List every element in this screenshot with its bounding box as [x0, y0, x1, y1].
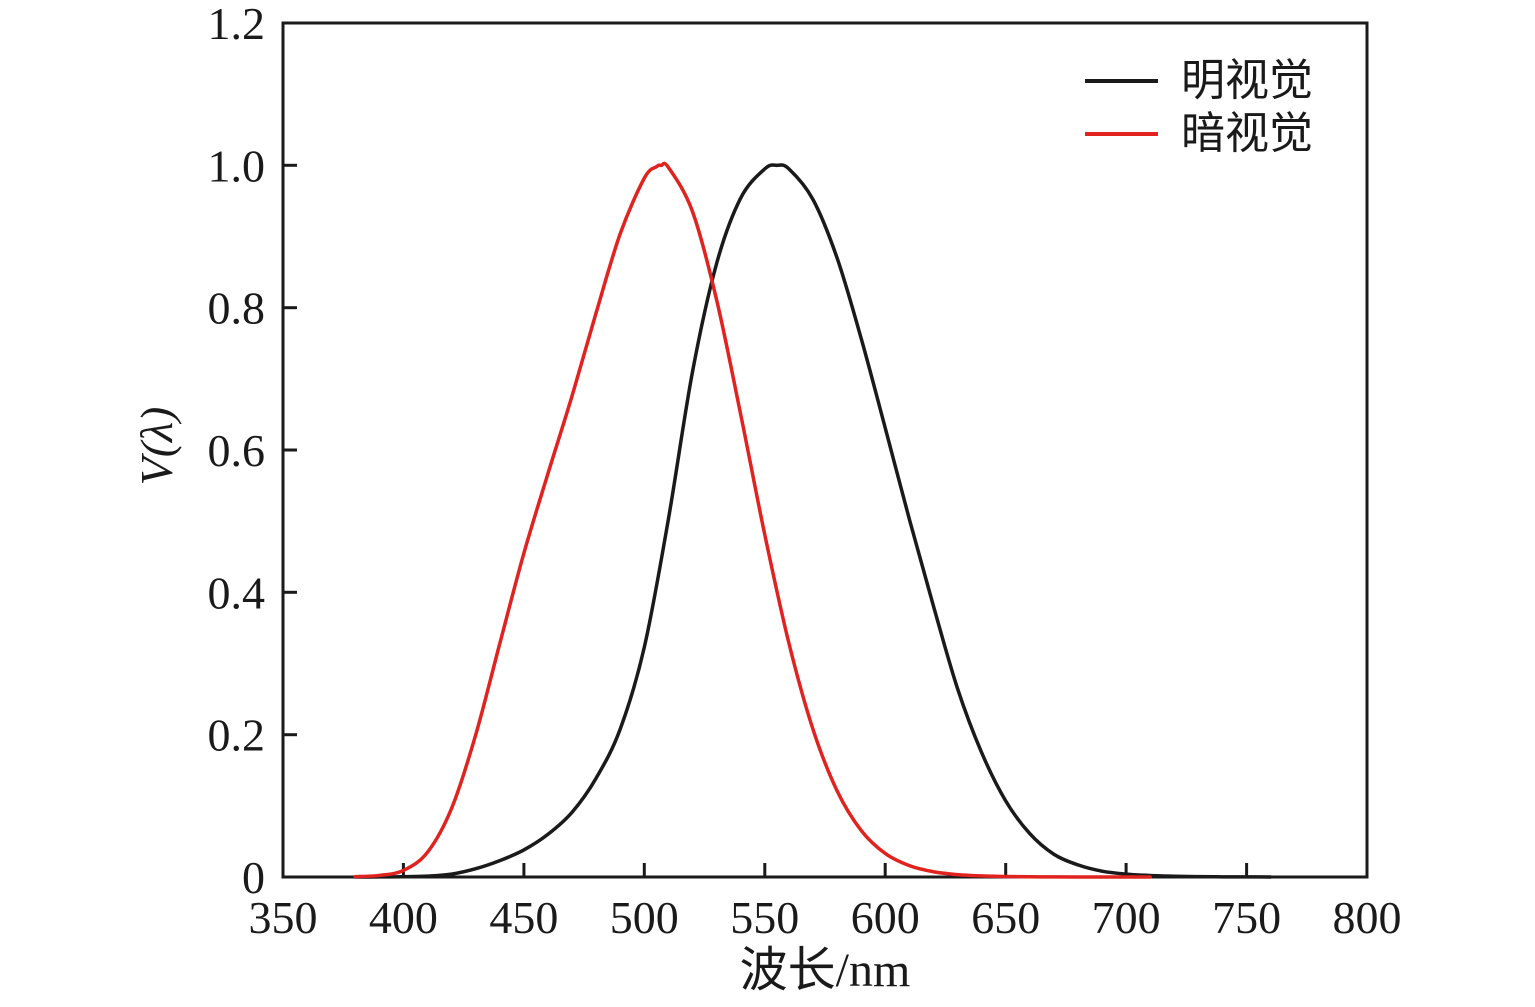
x-tick-label: 550 [730, 892, 799, 943]
x-tick-label: 500 [610, 892, 679, 943]
x-tick-label: 750 [1212, 892, 1281, 943]
y-tick-label: 0.4 [208, 567, 266, 618]
x-tick-label: 800 [1333, 892, 1402, 943]
x-tick-label: 350 [249, 892, 318, 943]
x-tick-label: 700 [1092, 892, 1161, 943]
legend-line [1085, 131, 1158, 136]
y-tick-label: 0.8 [208, 283, 266, 334]
y-axis-title: V(λ) [131, 406, 182, 486]
legend-entry-scotopic: 暗视觉 [1085, 107, 1313, 160]
y-tick-label: 0.6 [208, 425, 266, 476]
legend-label-photopic: 明视觉 [1181, 55, 1313, 105]
y-tick-label: 0 [242, 852, 265, 903]
y-tick-label: 1.2 [208, 0, 266, 49]
legend: 明视觉 暗视觉 [1085, 54, 1313, 160]
x-tick-label: 600 [851, 892, 920, 943]
y-tick-label: 0.2 [208, 710, 266, 761]
legend-label-scotopic: 暗视觉 [1181, 108, 1313, 158]
x-tick-label: 650 [971, 892, 1040, 943]
legend-line [1085, 78, 1158, 83]
legend-entry-photopic: 明视觉 [1085, 54, 1313, 107]
x-axis-title: 波长/nm [739, 944, 911, 997]
x-tick-label: 450 [489, 892, 558, 943]
series-1-curve [353, 161, 1152, 879]
series-0-curve [353, 163, 1273, 879]
x-tick-label: 400 [369, 892, 438, 943]
y-tick-label: 1.0 [208, 140, 266, 191]
